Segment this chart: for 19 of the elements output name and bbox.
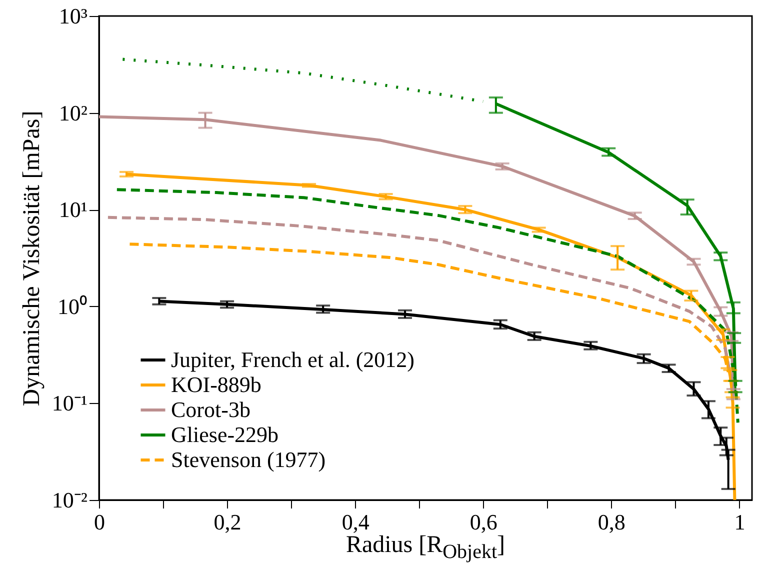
y-tick-label: 10⁰ [58,294,88,319]
x-tick-label: 0,6 [470,510,498,534]
legend-label: KOI-889b [171,372,262,397]
y-tick-label: 10² [58,100,88,126]
y-tick-label: 10⁻² [52,488,88,512]
x-tick-label: 0,2 [214,510,242,534]
x-tick-label: 0 [94,510,105,534]
y-tick-label: 10⁻¹ [52,390,88,416]
x-tick-label: 0,4 [342,510,370,534]
x-axis-title: Radius [R$_{Objekt}$] [346,532,506,563]
legend-label: Corot-3b [171,397,250,422]
y-tick-label: 10³ [58,4,88,28]
y-axis-title: Dynamische Viskosität [mPas] [18,110,45,406]
legend-label: Jupiter, French et al. (2012) [171,347,414,372]
x-tick-label: 0,8 [598,510,626,534]
x-tick-label: 1 [734,510,746,534]
legend-label: Gliese-229b [171,422,279,447]
y-tick-label: 10¹ [58,197,88,222]
legend-label: Stevenson (1977) [171,447,326,472]
